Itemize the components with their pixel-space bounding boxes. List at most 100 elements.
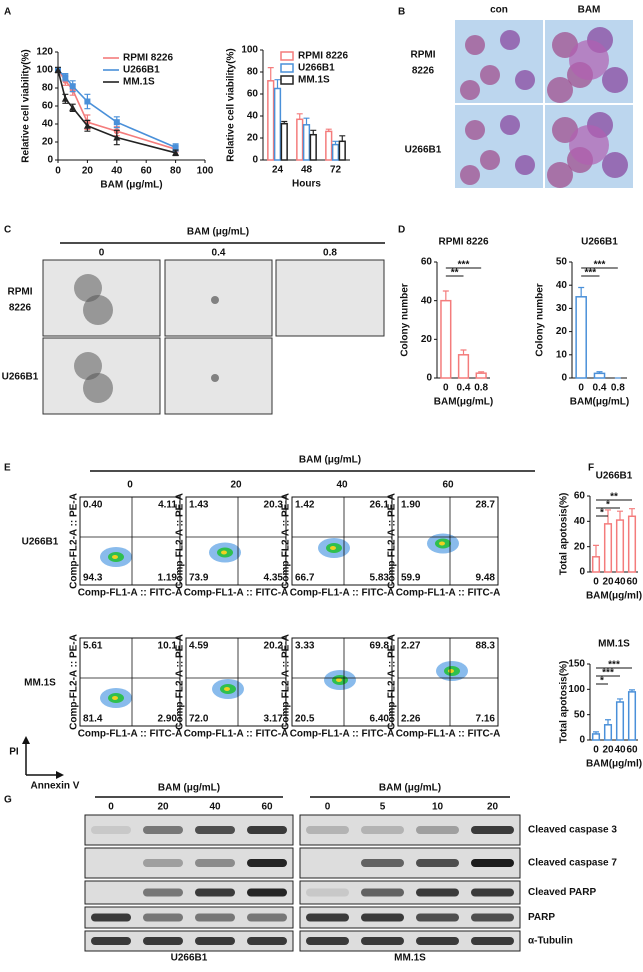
- quadrant-value: 10.1: [158, 641, 178, 652]
- band: [247, 913, 287, 922]
- y-tick-label: 50: [574, 709, 586, 720]
- micrograph: [164, 259, 273, 337]
- marker: [172, 149, 180, 156]
- axis-label: Comp-FL2-A :: PE-A: [175, 634, 186, 730]
- y-tick-label: 20: [556, 326, 568, 337]
- micrograph: [275, 259, 385, 337]
- axis-label: Comp-FL1-A :: FITC-A: [78, 588, 183, 599]
- significance-label: ***: [458, 260, 470, 271]
- significance-label: ***: [594, 260, 606, 271]
- x-tick-label: 60: [626, 577, 638, 588]
- axis-label: Comp-FL1-A :: FITC-A: [290, 588, 395, 599]
- blot-header: BAM (μg/mL): [158, 783, 220, 794]
- column-label: 40: [336, 480, 348, 491]
- column-label: 20: [230, 480, 242, 491]
- band: [247, 937, 287, 945]
- x-tick-label: 48: [301, 165, 313, 176]
- error-bar: [605, 509, 611, 524]
- header: BAM (μg/mL): [299, 455, 361, 466]
- significance-label: *: [600, 508, 604, 519]
- quadrant-value: 81.4: [83, 714, 103, 725]
- marker: [69, 83, 76, 90]
- quadrant-value: 2.90: [158, 714, 178, 725]
- significance-label: ***: [602, 668, 614, 679]
- panel-label: C: [4, 225, 11, 236]
- panel-label: A: [4, 7, 11, 18]
- y-tick-label: 20: [574, 541, 586, 552]
- y-tick-label: 100: [241, 45, 258, 56]
- bar: [338, 140, 346, 161]
- y-tick-label: 40: [247, 111, 259, 122]
- quadrant-value: 2.27: [401, 641, 421, 652]
- cell: [74, 352, 102, 380]
- x-axis-label: BAM(μg/ml): [586, 591, 642, 602]
- row-label: RPMI: [8, 287, 33, 298]
- error-bar: [332, 140, 339, 145]
- y-tick-label: 0: [561, 373, 567, 384]
- error-bar: [310, 129, 317, 135]
- quadrant-value: 1.90: [401, 500, 421, 511]
- panel-label: F: [588, 463, 594, 474]
- significance-label: ***: [584, 268, 596, 279]
- band: [416, 888, 459, 897]
- quadrant-value: 9.48: [476, 573, 496, 584]
- cell: [515, 70, 535, 90]
- legend-label: RPMI 8226: [123, 53, 173, 64]
- band: [195, 913, 235, 922]
- cell: [83, 373, 113, 403]
- quadrant-value: 2.26: [401, 714, 421, 725]
- quadrant-value: 6.40: [370, 714, 390, 725]
- x-tick-label: 0.8: [611, 383, 625, 394]
- band: [91, 913, 131, 922]
- blot-row: [84, 880, 294, 905]
- y-axis-label: Total apotosis(%): [559, 493, 570, 576]
- band: [361, 888, 404, 897]
- marker: [113, 134, 121, 141]
- blot-row: [299, 930, 521, 952]
- marker: [83, 122, 91, 129]
- error-bar: [296, 113, 303, 120]
- column-label: con: [490, 5, 508, 16]
- y-tick-label: 40: [574, 516, 586, 527]
- x-tick-label: 20: [82, 166, 94, 177]
- cell: [465, 35, 485, 55]
- band: [306, 826, 349, 834]
- band: [471, 913, 514, 922]
- quadrant-value: 1.42: [295, 500, 315, 511]
- quadrant-value: 73.9: [189, 573, 209, 584]
- chart-title: RPMI 8226: [438, 237, 488, 248]
- axis-label: Comp-FL2-A :: PE-A: [281, 493, 292, 589]
- blot-row: [299, 880, 521, 905]
- protein-label: α-Tubulin: [528, 936, 573, 947]
- x-tick-label: 40: [111, 166, 123, 177]
- bar: [603, 724, 613, 741]
- flow-plot: [397, 637, 499, 727]
- y-tick-label: 60: [421, 257, 433, 268]
- quadrant-value: 4.11: [158, 500, 177, 511]
- y-tick-label: 0: [579, 567, 585, 578]
- y-tick-label: 80: [247, 67, 259, 78]
- bar: [331, 143, 340, 161]
- x-axis-label: BAM (μg/mL): [100, 180, 162, 191]
- cell: [211, 374, 219, 382]
- row-label: U266B1: [405, 145, 442, 156]
- x-tick-label: 40: [614, 577, 626, 588]
- blot-row: [299, 906, 521, 929]
- protein-label: Cleaved caspase 7: [528, 858, 617, 869]
- x-tick-label: 0: [55, 166, 61, 177]
- axis-label: Comp-FL1-A :: FITC-A: [396, 729, 501, 740]
- row-label: RPMI: [411, 50, 436, 61]
- x-tick-label: 80: [170, 166, 182, 177]
- error-bar: [460, 349, 467, 355]
- error-bar: [325, 128, 332, 132]
- lane-label: 20: [487, 802, 499, 813]
- error-bar: [478, 371, 485, 374]
- band: [471, 937, 514, 945]
- axis-label: Comp-FL2-A :: PE-A: [387, 634, 398, 730]
- quadrant-value: 20.3: [264, 500, 284, 511]
- y-axis-label: Relative cell viability(%): [21, 49, 32, 162]
- bar: [575, 296, 587, 379]
- band: [143, 913, 183, 922]
- y-axis-label: Colony number: [535, 283, 546, 356]
- band: [247, 826, 287, 834]
